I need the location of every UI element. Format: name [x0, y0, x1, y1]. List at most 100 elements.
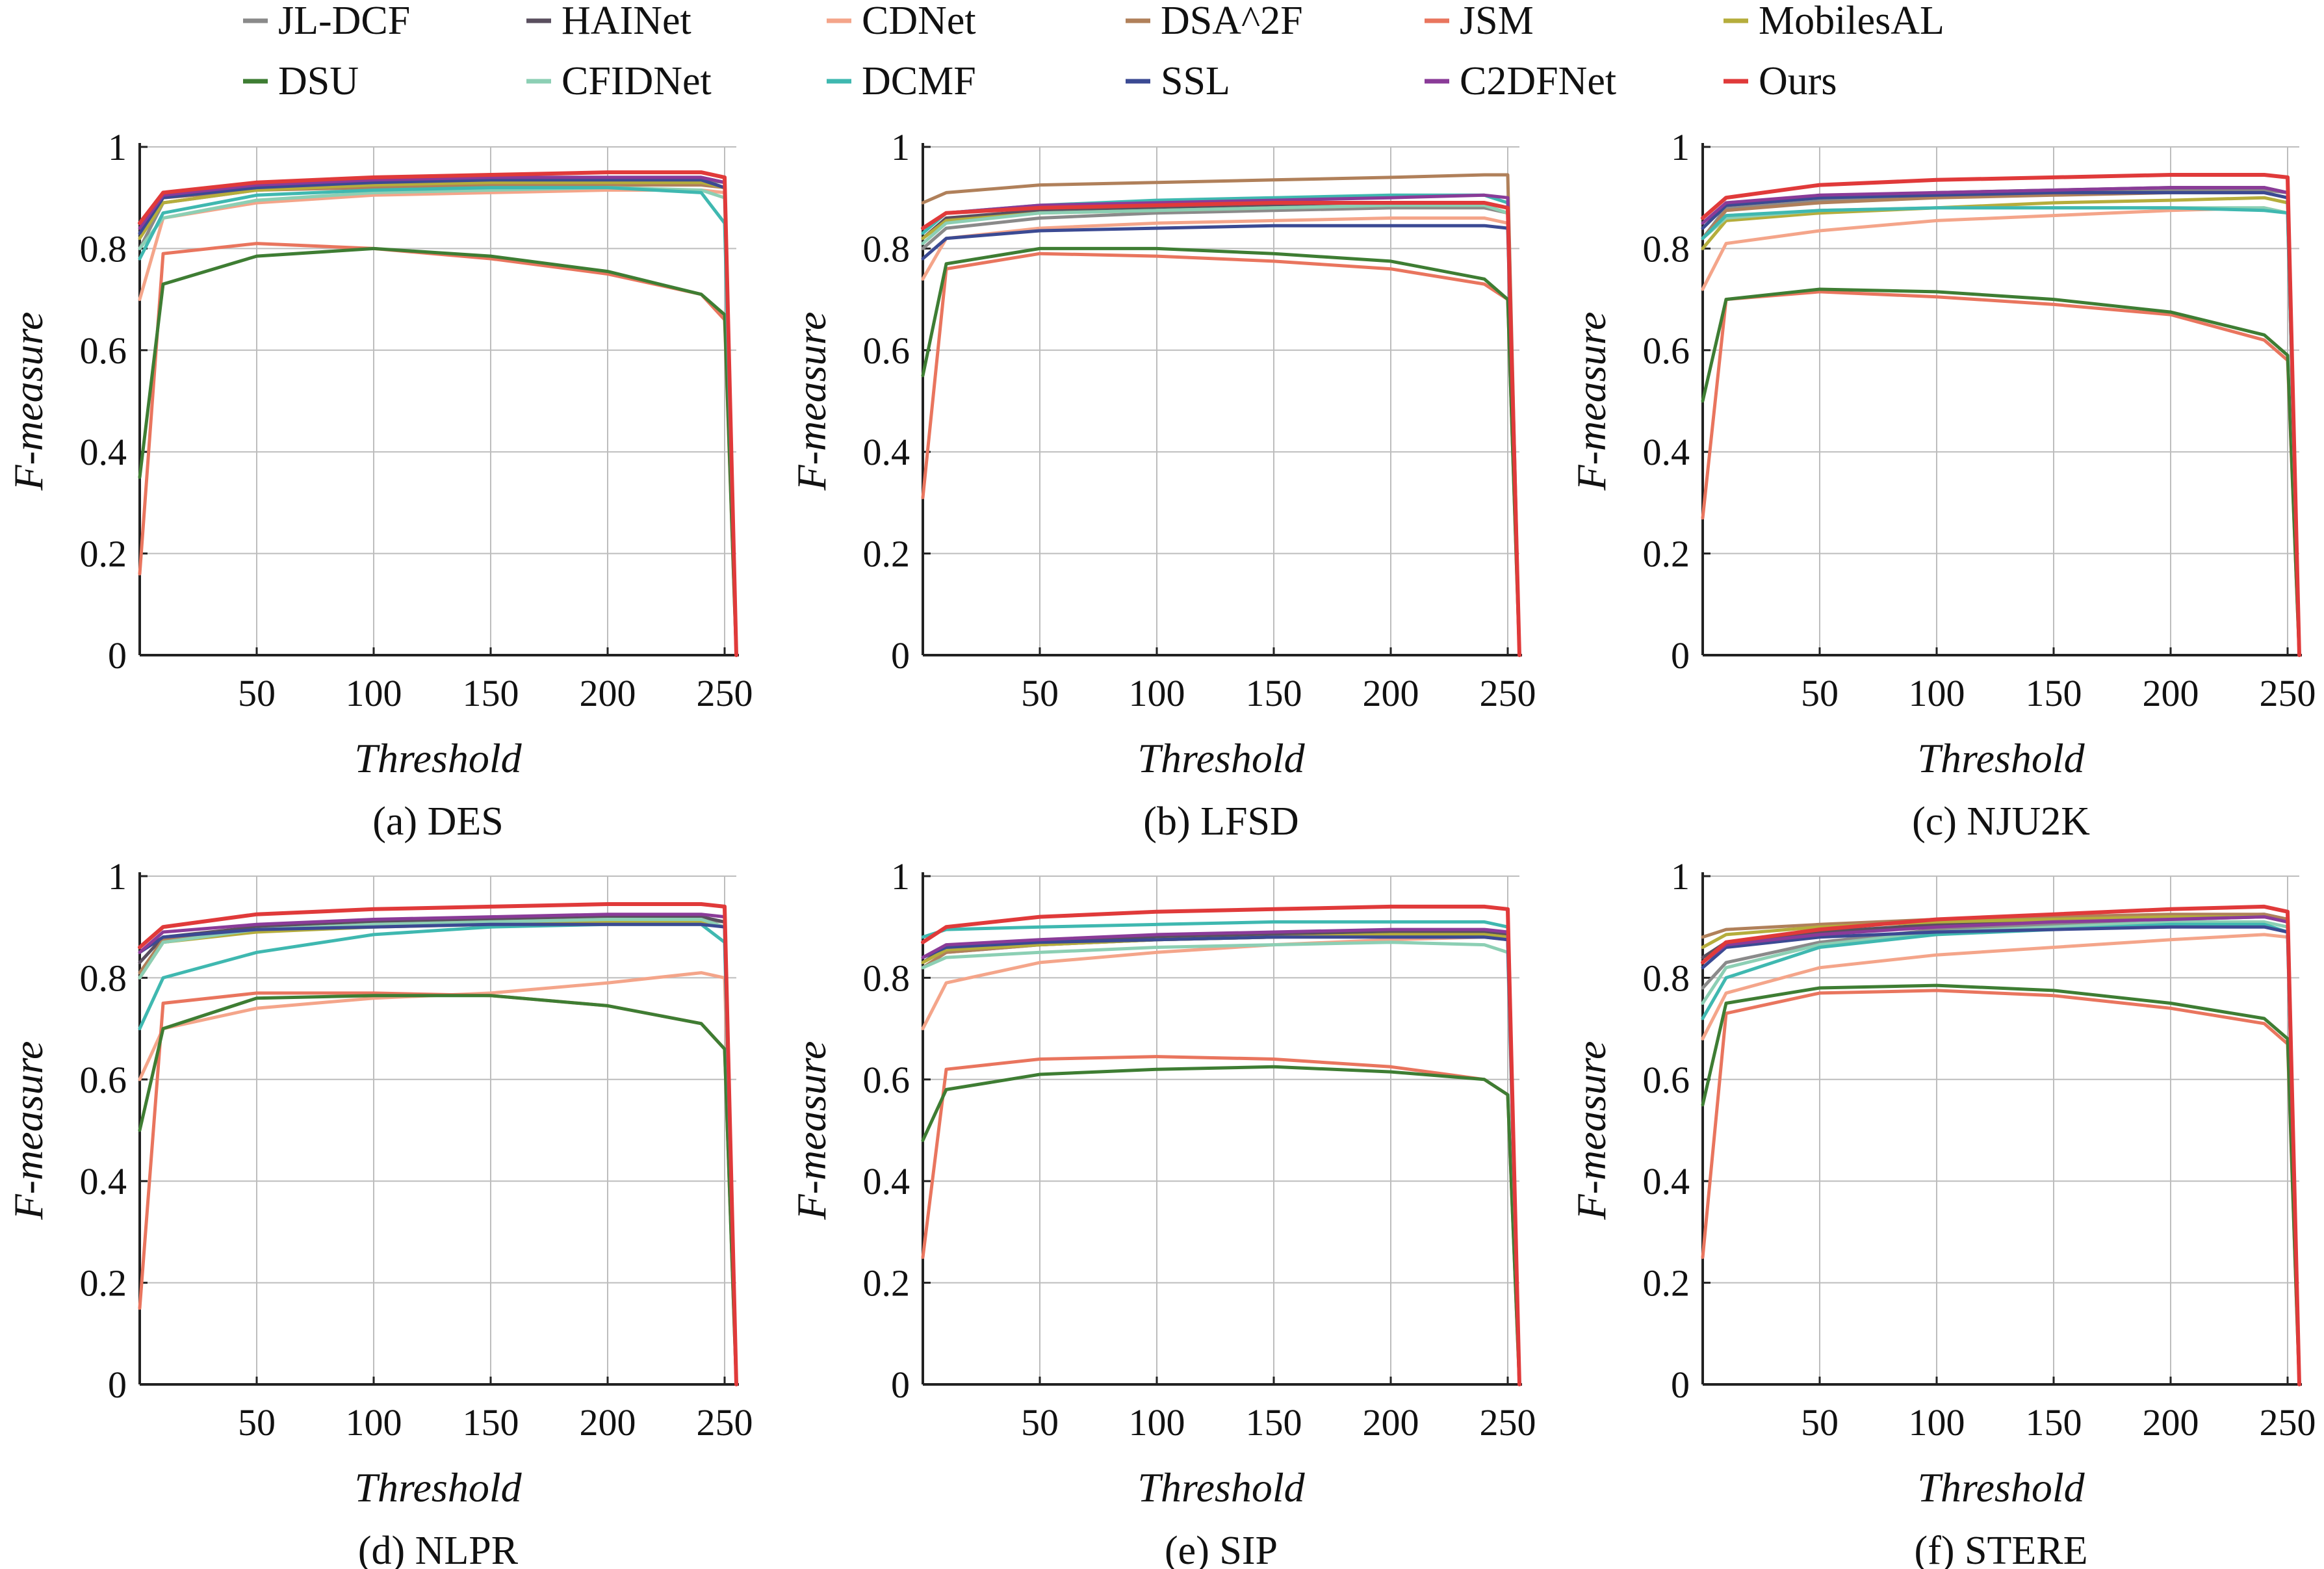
- x-axis-label: Threshold: [1917, 1464, 2085, 1511]
- series-line-jsm: [138, 242, 738, 657]
- series-line-cfidnet: [138, 918, 738, 1386]
- y-tick-label: 0: [108, 1364, 127, 1406]
- series-line-hainet: [1701, 186, 2301, 657]
- y-tick-label: 1: [108, 855, 127, 898]
- y-tick-label: 0.6: [863, 330, 910, 372]
- y-tick-label: 0.6: [80, 330, 127, 372]
- series-line-cdnet: [1701, 206, 2301, 657]
- series-line-c2dfnet: [138, 175, 738, 657]
- series-line-ours: [921, 201, 1521, 657]
- series-line-dsu: [921, 246, 1521, 657]
- series-lines: [1701, 173, 2301, 657]
- series-line-mobilesal: [1701, 196, 2301, 657]
- series-line-cdnet: [921, 216, 1521, 657]
- series-lines: [1701, 904, 2301, 1386]
- legend-item-dcmf: DCMF: [827, 59, 976, 103]
- y-tick-label: 1: [1671, 855, 1690, 898]
- series-line-ssl: [921, 935, 1521, 1386]
- legend-label: SSL: [1161, 59, 1230, 103]
- y-tick-label: 0.4: [80, 1160, 127, 1202]
- x-tick-label: 50: [1801, 672, 1839, 714]
- x-tick-label: 150: [1246, 672, 1302, 714]
- y-tick-label: 0.2: [1643, 533, 1690, 575]
- legend-label: JSM: [1460, 0, 1534, 43]
- series-line-ssl: [138, 922, 738, 1386]
- x-tick-label: 200: [580, 672, 636, 714]
- series-line-dsa-2f: [1701, 913, 2301, 1386]
- series-line-mobilesal: [138, 920, 738, 1386]
- x-tick-label: 50: [1801, 1401, 1839, 1444]
- series-line-dsu: [138, 246, 738, 657]
- y-tick-label: 0.2: [1643, 1262, 1690, 1304]
- legend-item-dsu: DSU: [243, 59, 359, 103]
- x-tick-label: 250: [2260, 1401, 2316, 1444]
- legend-item-dsa-2f: DSA^2F: [1126, 0, 1303, 43]
- y-tick-label: 0.2: [863, 533, 910, 575]
- series-line-cfidnet: [1701, 920, 2301, 1386]
- y-axis-label: F-measure: [1568, 312, 1614, 491]
- x-tick-label: 250: [1480, 672, 1536, 714]
- grid: [140, 146, 736, 656]
- x-tick-label: 200: [2143, 1401, 2199, 1444]
- legend-item-ours: Ours: [1724, 59, 1837, 103]
- x-axis-label: Threshold: [354, 1464, 522, 1511]
- y-tick-label: 0.8: [80, 957, 127, 999]
- y-tick-label: 0.4: [863, 431, 910, 473]
- legend-item-jl-dcf: JL-DCF: [243, 0, 410, 43]
- y-axis-label: F-measure: [5, 1041, 51, 1221]
- series-line-hainet: [138, 915, 738, 1386]
- x-tick-label: 150: [2026, 1401, 2082, 1444]
- x-tick-label: 50: [1021, 1401, 1059, 1444]
- x-axis-label: Threshold: [1137, 1464, 1305, 1511]
- legend: JL-DCF HAINet CDNet DSA^2F JSM MobilesAL DSU CF…: [243, 0, 1944, 103]
- y-tick-label: 0: [1671, 634, 1690, 677]
- y-tick-label: 0.6: [80, 1059, 127, 1101]
- panel-caption: (b) LFSD: [1143, 799, 1298, 844]
- legend-label: HAINet: [562, 0, 691, 43]
- series-line-dsa-2f: [1701, 190, 2301, 657]
- series-line-ours: [1701, 173, 2301, 657]
- legend-item-c2dfnet: C2DFNet: [1425, 59, 1616, 103]
- series-line-mobilesal: [921, 933, 1521, 1386]
- y-tick-label: 0.2: [80, 533, 127, 575]
- series-line-dsa-2f: [921, 173, 1521, 657]
- x-tick-label: 200: [1363, 672, 1419, 714]
- series-line-dcmf: [138, 186, 738, 657]
- y-tick-label: 0.8: [863, 957, 910, 999]
- series-line-hainet: [921, 930, 1521, 1386]
- y-tick-label: 1: [108, 126, 127, 168]
- y-axis-label: F-measure: [1568, 1041, 1614, 1221]
- series-line-cfidnet: [921, 203, 1521, 657]
- series-line-jl-dcf: [1701, 188, 2301, 657]
- y-tick-label: 0.8: [1643, 957, 1690, 999]
- panel-caption: (f) STERE: [1915, 1529, 2088, 1569]
- panel-caption: (e) SIP: [1165, 1529, 1278, 1569]
- x-axis-label: Threshold: [1917, 735, 2085, 781]
- series-line-cfidnet: [1701, 206, 2301, 657]
- y-tick-label: 0.4: [1643, 1160, 1690, 1202]
- series-line-cdnet: [138, 971, 738, 1386]
- x-tick-label: 150: [1246, 1401, 1302, 1444]
- legend-label: DSU: [278, 59, 359, 103]
- series-lines: [138, 170, 738, 657]
- legend-label: DSA^2F: [1161, 0, 1303, 43]
- x-tick-label: 200: [2143, 672, 2199, 714]
- y-tick-label: 0.6: [1643, 1059, 1690, 1101]
- series-line-dsu: [138, 994, 738, 1386]
- legend-item-mobilesal: MobilesAL: [1724, 0, 1944, 43]
- x-tick-label: 250: [1480, 1401, 1536, 1444]
- grid: [140, 875, 736, 1385]
- series-lines: [138, 902, 738, 1386]
- series-line-ours: [921, 904, 1521, 1386]
- series-line-ssl: [138, 178, 738, 657]
- legend-item-ssl: SSL: [1126, 59, 1230, 103]
- series-line-ours: [138, 170, 738, 657]
- y-tick-label: 0.2: [863, 1262, 910, 1304]
- series-line-jl-dcf: [138, 918, 738, 1386]
- y-tick-label: 0.4: [1643, 431, 1690, 473]
- x-tick-label: 100: [346, 1401, 402, 1444]
- legend-label: MobilesAL: [1759, 0, 1944, 43]
- series-line-dcmf: [138, 922, 738, 1386]
